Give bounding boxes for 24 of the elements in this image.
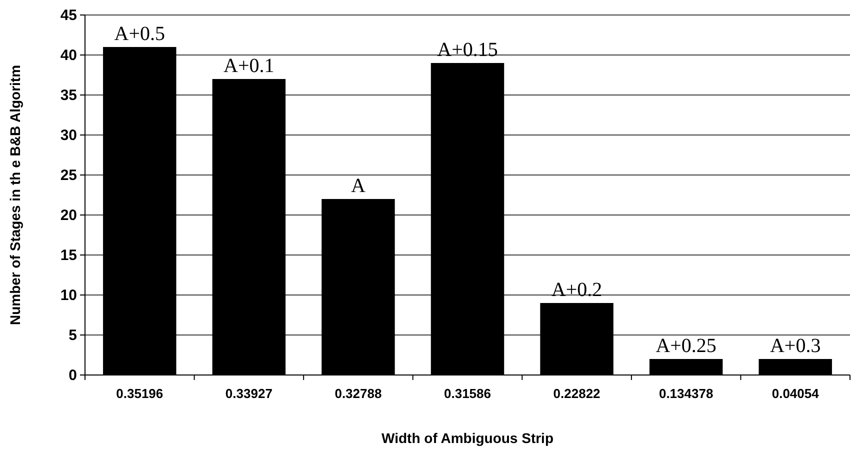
x-tick-label: 0.31586 (444, 386, 491, 402)
annotation: A+0.25 (656, 335, 716, 357)
y-axis-title: Number of Stages in th e B&B Algoritm (7, 64, 23, 326)
y-tick-label: 0 (68, 366, 77, 384)
y-tick-label: 30 (60, 126, 77, 144)
y-tick-label: 45 (60, 6, 77, 24)
annotation: A (350, 175, 366, 197)
y-tick-label: 25 (60, 166, 77, 184)
annotation: A+0.5 (114, 23, 166, 45)
y-tick-label: 15 (60, 246, 77, 264)
x-tick-label: 0.134378 (658, 386, 714, 402)
y-tick-label: 10 (60, 286, 77, 304)
x-tick-label: 0.22822 (553, 386, 600, 402)
x-tick-label: 0.32788 (334, 386, 382, 402)
x-axis-title: Width of Ambiguous Strip (382, 430, 554, 446)
y-tick-label: 5 (68, 326, 77, 344)
y-tick-label: 20 (60, 206, 77, 224)
x-tick-label: 0.35196 (116, 386, 164, 402)
annotation: A+0.1 (224, 55, 274, 77)
x-tick-label: 0.33927 (225, 386, 272, 402)
annotation: A+0.3 (770, 335, 821, 357)
y-tick-label: 40 (60, 46, 77, 64)
y-tick-label: 35 (60, 86, 77, 104)
x-tick-label: 0.04054 (772, 386, 820, 402)
